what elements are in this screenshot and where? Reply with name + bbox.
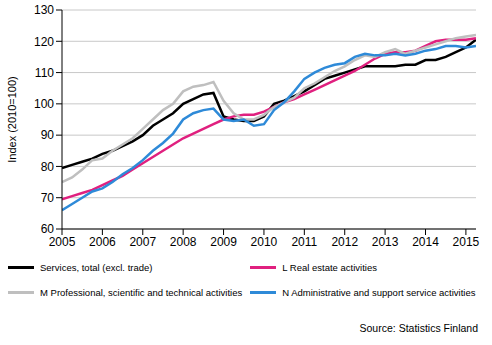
svg-text:120: 120	[34, 35, 54, 49]
svg-text:90: 90	[41, 128, 55, 142]
svg-text:60: 60	[41, 222, 55, 236]
svg-text:2010: 2010	[251, 235, 278, 249]
svg-text:2005: 2005	[49, 235, 76, 249]
svg-text:2008: 2008	[170, 235, 197, 249]
svg-text:2011: 2011	[291, 235, 317, 249]
html-text:Source: Statistics Finland: Source: Statistics Finland	[359, 322, 478, 334]
svg-text:2012: 2012	[331, 235, 358, 249]
html-text:Services, total (excl. trade): Services, total (excl. trade)	[40, 262, 153, 273]
svg-text:2009: 2009	[210, 235, 237, 249]
svg-text:100: 100	[34, 97, 54, 111]
svg-text:80: 80	[41, 160, 55, 174]
svg-text:2015: 2015	[453, 235, 480, 249]
svg-text:Index (2010=100): Index (2010=100)	[8, 76, 18, 163]
svg-text:70: 70	[41, 191, 55, 205]
svg-text:2006: 2006	[89, 235, 116, 249]
svg-text:2013: 2013	[372, 235, 399, 249]
html-text:N Administrative and support s: N Administrative and support service act…	[282, 287, 476, 298]
html-text:M Professional, scientific and: M Professional, scientific and technical…	[40, 287, 243, 298]
svg-text:2007: 2007	[129, 235, 156, 249]
html-text:L Real estate activities: L Real estate activities	[282, 262, 377, 273]
svg-text:2014: 2014	[412, 235, 439, 249]
svg-text:110: 110	[35, 66, 54, 80]
svg-text:130: 130	[34, 3, 54, 17]
